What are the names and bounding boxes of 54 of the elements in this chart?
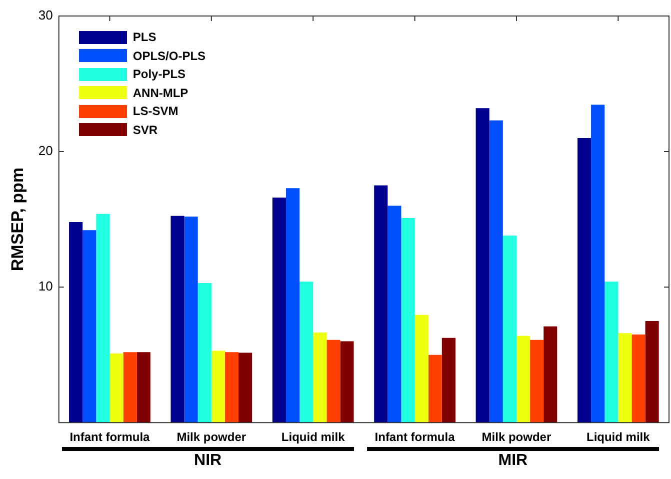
bar [604, 282, 618, 423]
bar [414, 314, 428, 423]
bar [313, 332, 327, 423]
bar [645, 320, 659, 423]
text: NIR [194, 452, 222, 470]
x-tick-label: Liquid milk [586, 430, 650, 444]
bar [211, 350, 225, 423]
y-axis-title: RMSEP, ppm [8, 168, 27, 272]
bar [69, 222, 83, 423]
bar [286, 188, 300, 423]
bar [516, 336, 530, 423]
bar [198, 283, 212, 423]
legend-label: OPLS/O-PLS [132, 48, 206, 63]
bar [442, 338, 456, 423]
bar [476, 108, 490, 423]
bar [428, 354, 442, 423]
bar [489, 120, 503, 423]
bar [96, 214, 110, 423]
bar [326, 340, 340, 423]
bar [136, 352, 150, 423]
bar [530, 340, 544, 423]
bar [184, 216, 198, 423]
bar [591, 104, 605, 423]
legend-label: LS-SVM [132, 104, 178, 118]
text: MIR [498, 452, 528, 470]
legend-label: ANN-MLP [132, 86, 188, 100]
bar [502, 236, 516, 423]
bar [272, 198, 286, 423]
bar [340, 341, 354, 423]
bar [618, 333, 632, 423]
bar [544, 326, 558, 423]
bar [123, 352, 137, 423]
x-tick-label: Liquid milk [281, 430, 346, 444]
bar [224, 352, 239, 423]
x-tick-label: Milk powder [482, 430, 552, 444]
bar [374, 185, 388, 423]
x-tick-label: Infant formula [374, 430, 456, 444]
legend-label: PLS [132, 30, 156, 44]
legend-label: Poly-PLS [132, 67, 186, 82]
bar [110, 353, 124, 423]
y-tick-label: 30 [38, 8, 53, 23]
x-tick-label: Infant formula [70, 430, 150, 444]
bar [577, 138, 592, 423]
bar [401, 218, 415, 423]
bar [238, 352, 252, 423]
bar [300, 282, 314, 423]
y-tick-label: 20 [38, 143, 53, 158]
y-tick-label: 10 [38, 278, 53, 294]
x-tick-label: Milk powder [176, 430, 246, 444]
bar [632, 334, 646, 423]
bar [170, 216, 184, 423]
legend-label: SVR [132, 122, 158, 137]
bar [82, 230, 96, 423]
bar [388, 206, 402, 423]
